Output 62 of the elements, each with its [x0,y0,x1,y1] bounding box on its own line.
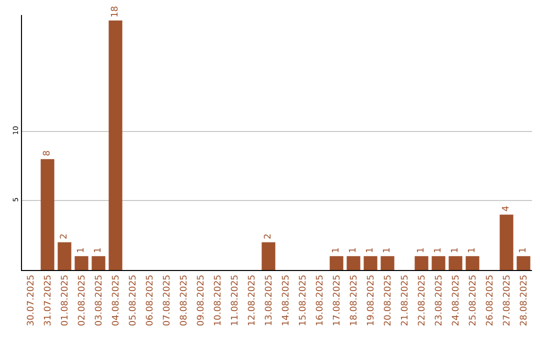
bar [516,256,530,270]
bar [380,256,394,270]
x-tick-label: 11.08.2025 [230,274,240,326]
x-tick-label: 21.08.2025 [400,274,410,326]
x-tick-label: 23.08.2025 [434,274,444,326]
bar [40,159,54,270]
x-tick-label: 15.08.2025 [298,274,308,326]
data-label: 1 [416,247,426,254]
x-tick-label: 25.08.2025 [468,274,478,326]
data-label: 4 [502,206,512,212]
x-tick-label: 31.07.2025 [43,274,54,326]
x-tick-label: 04.08.2025 [111,274,122,326]
bar [364,256,378,270]
data-label: 1 [434,247,444,254]
x-tick-label: 19.08.2025 [366,274,376,326]
x-tick-label: 01.08.2025 [60,274,70,326]
bar [414,256,428,270]
data-label: 1 [76,247,86,254]
bar [108,20,122,270]
x-tick-label: 16.08.2025 [315,274,326,326]
data-label: 2 [264,234,274,240]
x-tick-label: 18.08.2025 [349,274,360,326]
x-tick-label: 12.08.2025 [247,274,258,326]
x-tick-label: 03.08.2025 [94,274,104,326]
x-tick-label: 08.08.2025 [179,274,190,326]
bar [448,256,462,270]
x-tick-label: 17.08.2025 [332,274,342,326]
bar [330,256,344,270]
data-label: 1 [382,247,392,254]
bar [346,256,360,270]
x-tick-label: 27.08.2025 [502,274,512,326]
x-tick-label: 20.08.2025 [383,274,394,326]
data-label: 1 [468,247,478,254]
data-label: 1 [332,247,342,254]
bar [92,256,106,270]
x-tick-label: 05.08.2025 [128,274,138,326]
bar [466,256,480,270]
bar [262,242,276,270]
x-tick-label: 09.08.2025 [196,274,206,326]
data-label: 1 [94,247,104,254]
x-tick-label: 07.08.2025 [162,274,172,326]
bar [74,256,88,270]
bar [432,256,446,270]
data-label: 1 [366,247,376,254]
x-tick-label: 26.08.2025 [485,274,496,326]
x-tick-label: 30.07.2025 [26,274,36,326]
bar [500,214,514,270]
x-tick-label: 13.08.2025 [264,274,274,326]
x-tick-label: 14.08.2025 [281,274,292,326]
x-tick-label: 22.08.2025 [417,274,428,326]
x-tick-label: 10.08.2025 [213,274,224,326]
data-label: 1 [348,247,358,254]
data-label: 2 [60,234,70,240]
data-label: 8 [42,150,52,156]
data-label: 1 [518,247,528,254]
x-tick-label: 24.08.2025 [451,274,462,326]
x-tick-label: 06.08.2025 [145,274,156,326]
x-tick-label: 02.08.2025 [77,274,88,326]
data-label: 18 [110,6,120,18]
x-tick-label: 28.08.2025 [519,274,530,326]
data-label: 1 [450,247,460,254]
bar [58,242,72,270]
